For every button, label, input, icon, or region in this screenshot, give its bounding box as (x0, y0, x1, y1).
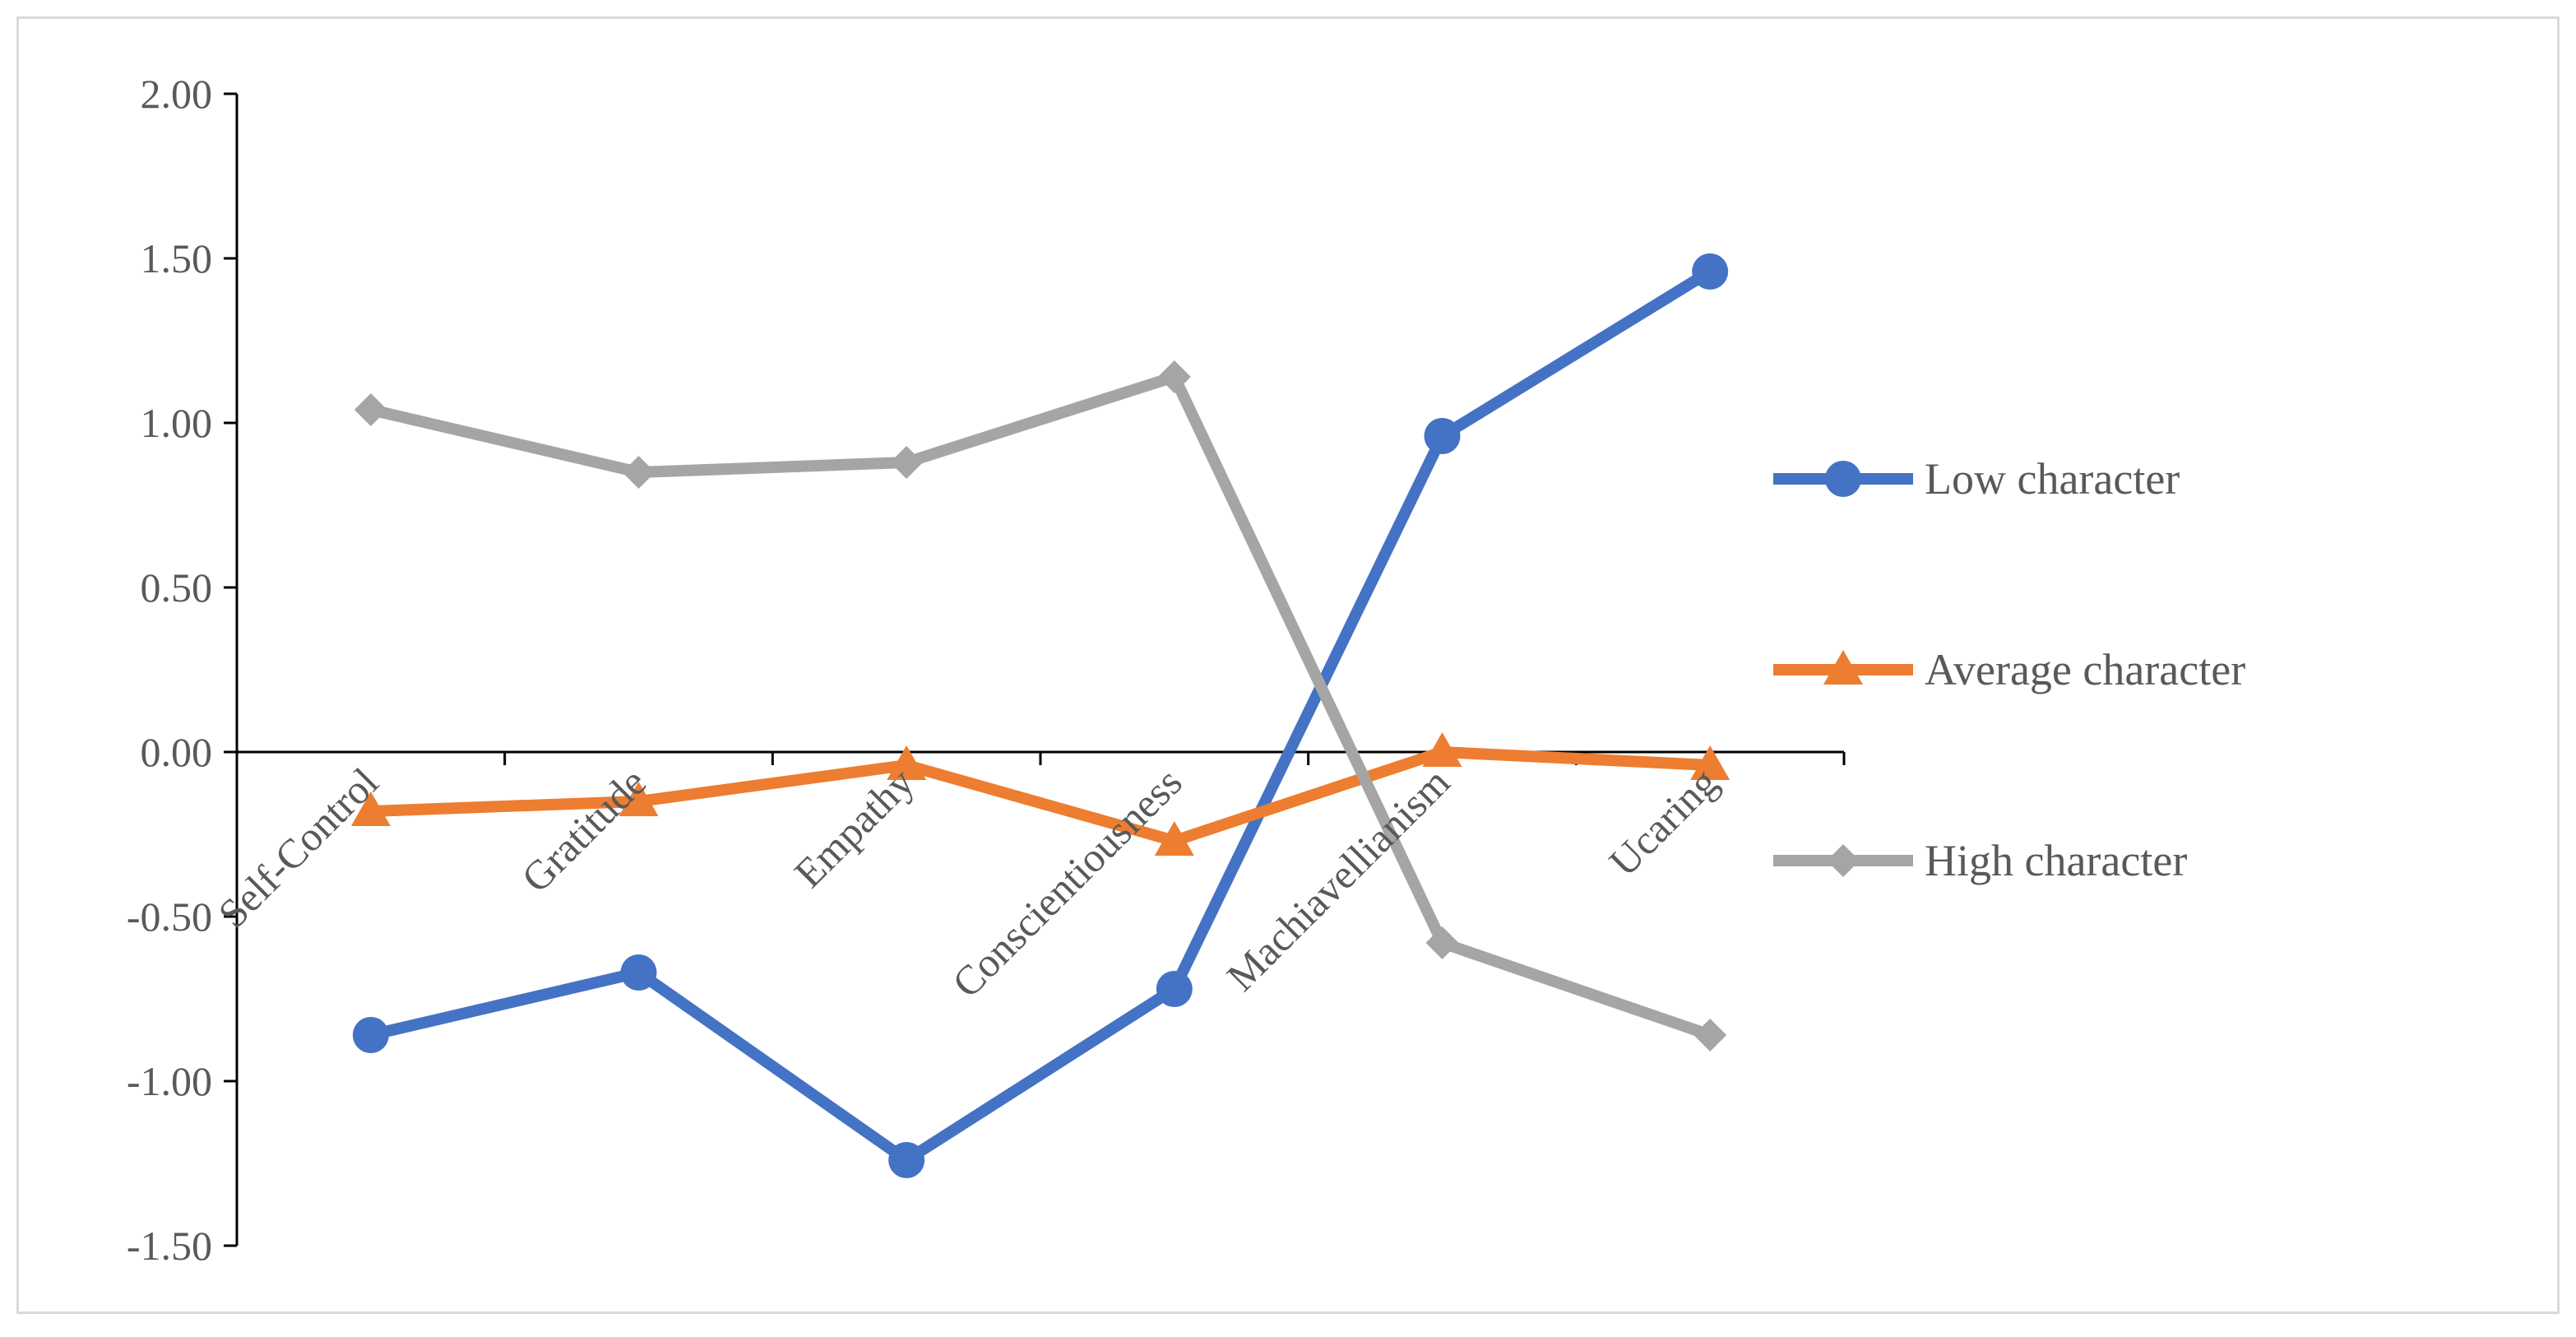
y-tick-label: -1.50 (127, 1223, 212, 1269)
data-point-diamond (622, 456, 656, 489)
data-point-triangle (1690, 745, 1730, 780)
y-tick-label: 0.50 (141, 564, 213, 610)
data-point-circle (1156, 971, 1193, 1007)
series-average-character (350, 732, 1730, 856)
category-label: Gratitude (512, 759, 655, 901)
series-low-character (352, 253, 1729, 1178)
data-point-circle (888, 1142, 925, 1178)
data-point-circle (1424, 418, 1461, 454)
legend-item: Average character (1773, 645, 2245, 694)
category-labels: Self-Control Gratitude Empathy Conscientiou… (209, 759, 1726, 1006)
y-tick-label: 1.50 (141, 235, 213, 281)
legend-marker-circle (1825, 461, 1861, 497)
chart-axes: 2.00 1.50 1.00 0.50 0.00 -0.50 -1.00 -1.50 (127, 71, 1846, 1269)
legend-item: Low character (1773, 454, 2180, 504)
y-tick-label: -1.00 (127, 1058, 212, 1104)
series-high-character (354, 360, 1727, 1051)
category-label: Conscientiousness (943, 759, 1191, 1006)
legend-label: Low character (1925, 454, 2180, 504)
series-line (369, 267, 1713, 1166)
legend-marker-triangle (1823, 650, 1863, 685)
data-point-diamond (890, 446, 924, 479)
legend-label: High character (1925, 836, 2187, 885)
data-point-triangle (350, 792, 391, 826)
data-point-diamond (354, 393, 387, 426)
y-tick-label: 1.00 (141, 400, 213, 446)
data-point-circle (620, 954, 657, 991)
data-point-circle (352, 1017, 389, 1053)
data-point-triangle (1154, 821, 1194, 856)
data-point-triangle (887, 745, 927, 780)
data-point-triangle (1422, 732, 1462, 767)
y-tick-label: 0.00 (141, 729, 213, 775)
data-point-diamond (1157, 360, 1191, 393)
legend-item: High character (1773, 836, 2187, 885)
y-tick-label: -0.50 (127, 894, 212, 940)
chart-frame (16, 16, 2560, 1314)
data-point-circle (1692, 253, 1729, 290)
series-line (370, 746, 1711, 847)
y-tick-label: 2.00 (141, 71, 213, 117)
legend-label: Average character (1925, 645, 2245, 694)
series-line (369, 371, 1712, 1041)
data-point-diamond (1693, 1019, 1727, 1051)
legend-marker-diamond (1827, 844, 1860, 877)
data-point-triangle (619, 782, 659, 816)
category-label: Ucaring (1600, 759, 1726, 884)
category-label: Machiavellianism (1217, 759, 1458, 1000)
series-layer (350, 253, 1730, 1178)
data-point-diamond (1425, 926, 1459, 959)
legend: Low character Average character High chara… (1773, 454, 2245, 885)
